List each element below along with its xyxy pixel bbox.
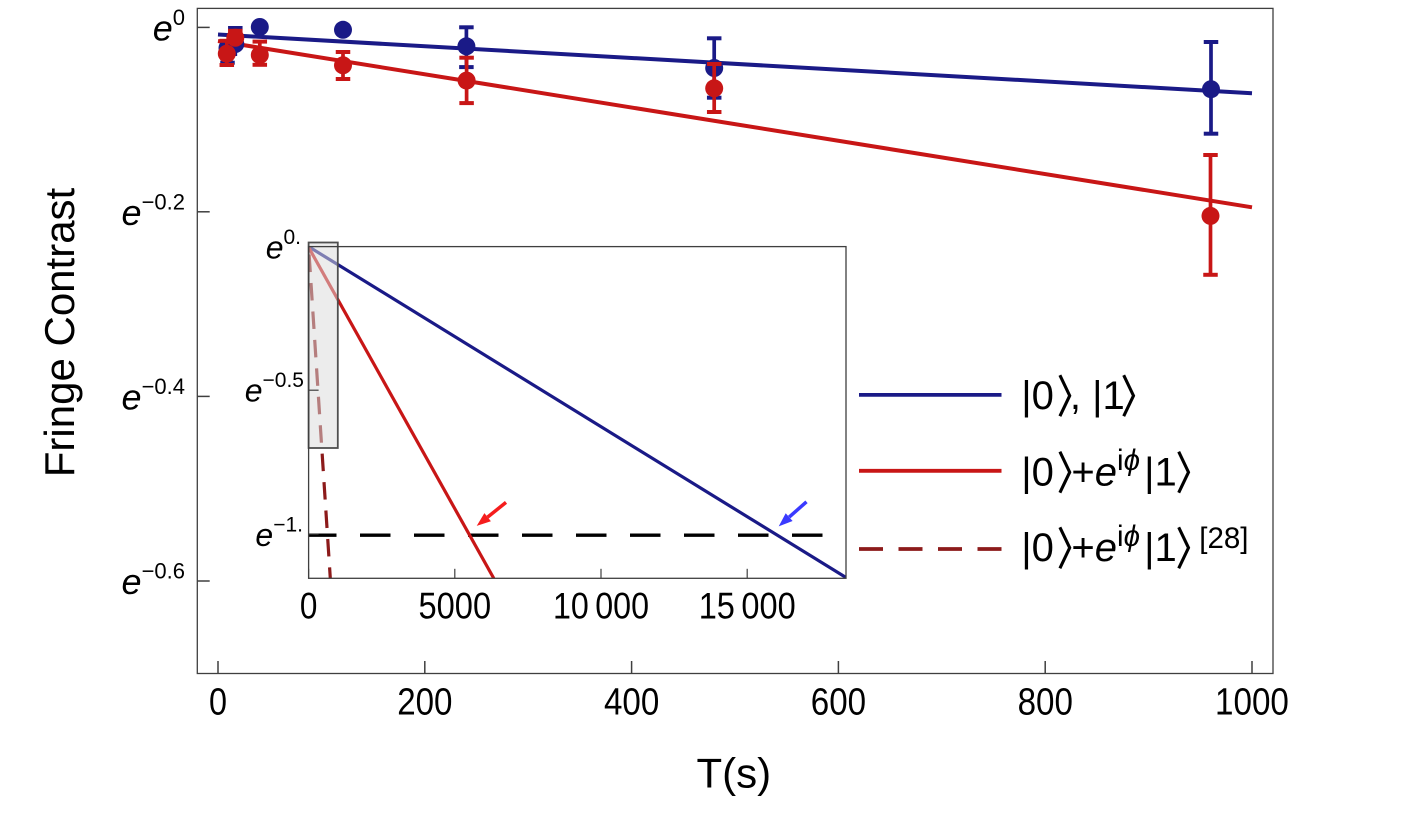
svg-text:200: 200 — [397, 682, 452, 724]
svg-text:e−0.4: e−0.4 — [122, 374, 185, 418]
svg-text:1000: 1000 — [1215, 682, 1289, 724]
svg-text:|0: |0 — [1021, 526, 1054, 570]
svg-text:5000: 5000 — [419, 585, 492, 626]
svg-text:0: 0 — [209, 682, 227, 724]
svg-text:e0.: e0. — [266, 226, 301, 266]
svg-text:e−1.: e−1. — [255, 514, 303, 554]
svg-text:|0: |0 — [1021, 374, 1054, 418]
svg-text:ϕ: ϕ — [1124, 444, 1140, 477]
svg-text:i: i — [1117, 520, 1124, 553]
svg-text:e−0.2: e−0.2 — [122, 189, 185, 233]
svg-text:e−0.5: e−0.5 — [245, 369, 304, 409]
svg-text:ϕ: ϕ — [1124, 520, 1140, 553]
svg-text:+: + — [1071, 526, 1094, 570]
svg-text:0: 0 — [300, 585, 318, 626]
svg-text:10 000: 10 000 — [553, 585, 649, 626]
svg-text:e0: e0 — [153, 5, 185, 49]
svg-text:e−0.6: e−0.6 — [122, 559, 185, 603]
svg-text:|1: |1 — [1144, 450, 1177, 494]
svg-text:, |1: , |1 — [1070, 374, 1125, 418]
svg-text:800: 800 — [1018, 682, 1073, 724]
svg-text:T(s): T(s) — [696, 750, 771, 797]
svg-text:+: + — [1071, 450, 1094, 494]
svg-text:15 000: 15 000 — [699, 585, 796, 626]
svg-text:e: e — [1095, 450, 1117, 494]
svg-text:400: 400 — [604, 682, 659, 724]
svg-text:i: i — [1117, 444, 1124, 477]
svg-text:[28]: [28] — [1199, 522, 1248, 555]
svg-text:Fringe Contrast: Fringe Contrast — [36, 187, 83, 477]
svg-text:e: e — [1095, 526, 1117, 570]
svg-text:|1: |1 — [1144, 526, 1177, 570]
svg-text:600: 600 — [811, 682, 866, 724]
svg-text:|0: |0 — [1021, 450, 1054, 494]
